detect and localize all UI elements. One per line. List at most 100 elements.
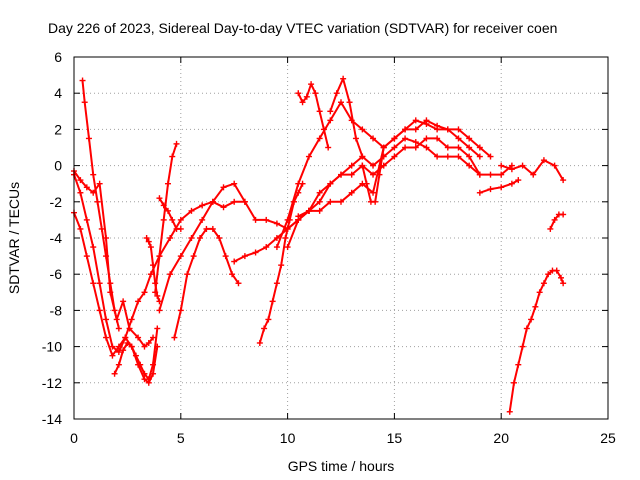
data-point: [402, 126, 409, 133]
data-point: [103, 253, 110, 260]
data-point: [316, 207, 323, 214]
data-point: [109, 343, 116, 350]
data-point: [124, 339, 131, 346]
data-point: [519, 343, 526, 350]
data-point: [434, 153, 441, 160]
data-point: [103, 334, 110, 341]
data-point: [476, 171, 483, 178]
data-point: [376, 171, 383, 178]
data-point: [199, 216, 206, 223]
data-point: [536, 289, 543, 296]
data-point: [143, 235, 150, 241]
data-point: [305, 207, 312, 214]
data-point: [423, 135, 430, 142]
data-point: [327, 117, 334, 124]
data-point: [229, 271, 236, 278]
data-point: [466, 162, 473, 169]
data-point: [545, 271, 552, 278]
data-point: [164, 180, 171, 187]
data-point: [553, 267, 560, 274]
data-point: [558, 274, 565, 281]
data-point: [515, 361, 522, 368]
y-tick-label: -4: [50, 230, 63, 246]
data-point: [519, 162, 526, 169]
x-tick-label: 10: [280, 430, 296, 446]
data-point: [511, 379, 518, 386]
data-point: [111, 370, 118, 377]
y-tick-label: 0: [54, 158, 62, 174]
data-point: [160, 216, 167, 223]
data-point: [498, 162, 505, 169]
data-point: [327, 180, 334, 187]
data-point: [560, 211, 567, 218]
data-point: [222, 253, 229, 260]
data-point: [284, 216, 291, 223]
data-point: [273, 280, 280, 287]
data-point: [135, 334, 142, 341]
data-point: [312, 90, 319, 97]
data-point: [273, 235, 280, 241]
data-point: [455, 153, 462, 160]
data-point: [455, 135, 462, 142]
data-point: [115, 325, 122, 332]
series-arc-7: [152, 140, 180, 296]
data-point: [370, 171, 377, 178]
data-point: [120, 347, 127, 354]
y-tick-label: 2: [54, 121, 62, 137]
data-point: [103, 316, 110, 323]
data-point: [423, 144, 430, 151]
data-point: [235, 280, 242, 287]
data-point: [145, 238, 152, 245]
data-point: [77, 189, 84, 196]
data-point: [160, 202, 167, 209]
data-point: [77, 225, 84, 232]
data-point: [338, 171, 344, 178]
data-point: [85, 135, 92, 142]
series-line: [286, 137, 513, 249]
data-point: [295, 90, 302, 97]
data-point: [173, 140, 180, 147]
data-point: [122, 334, 129, 341]
data-point: [96, 307, 103, 314]
chart-title: Day 226 of 2023, Sidereal Day-to-day VTE…: [48, 20, 557, 36]
data-point: [560, 177, 567, 184]
series-arc-21: [498, 157, 567, 184]
data-point: [359, 162, 366, 169]
data-point: [476, 189, 483, 196]
data-point: [348, 189, 355, 196]
data-point: [466, 135, 473, 142]
data-point: [141, 370, 148, 377]
data-point: [487, 153, 494, 160]
data-point: [316, 189, 323, 196]
series-arc-4: [71, 171, 248, 356]
data-point: [220, 184, 227, 191]
series-arc-17: [295, 135, 483, 223]
y-tick-label: -6: [50, 266, 63, 282]
data-point: [145, 376, 152, 383]
data-point: [523, 325, 530, 332]
data-point: [197, 235, 204, 241]
data-point: [476, 144, 483, 151]
data-point: [508, 180, 515, 187]
data-point: [284, 244, 291, 251]
data-point: [498, 184, 505, 191]
series-arc-22: [506, 267, 567, 415]
data-point: [498, 171, 505, 178]
data-point: [83, 184, 90, 191]
x-tick-label: 0: [70, 430, 78, 446]
data-point: [167, 271, 174, 278]
data-point: [96, 280, 103, 287]
data-point: [94, 198, 101, 205]
series-arc-19: [359, 144, 387, 205]
data-point: [551, 162, 558, 169]
series-arc-14: [295, 81, 332, 151]
series-line: [73, 173, 246, 353]
axis-ticks: 0 5 10 15 20 25 -14 -12 -10 -8 -6 -4 -2 0 2 4 6: [42, 49, 616, 446]
data-point: [115, 361, 122, 368]
data-point: [231, 198, 238, 205]
data-point: [261, 325, 268, 332]
data-point: [359, 126, 366, 133]
series-line: [81, 79, 120, 330]
data-point: [547, 225, 554, 232]
series-arc-20: [476, 177, 522, 196]
